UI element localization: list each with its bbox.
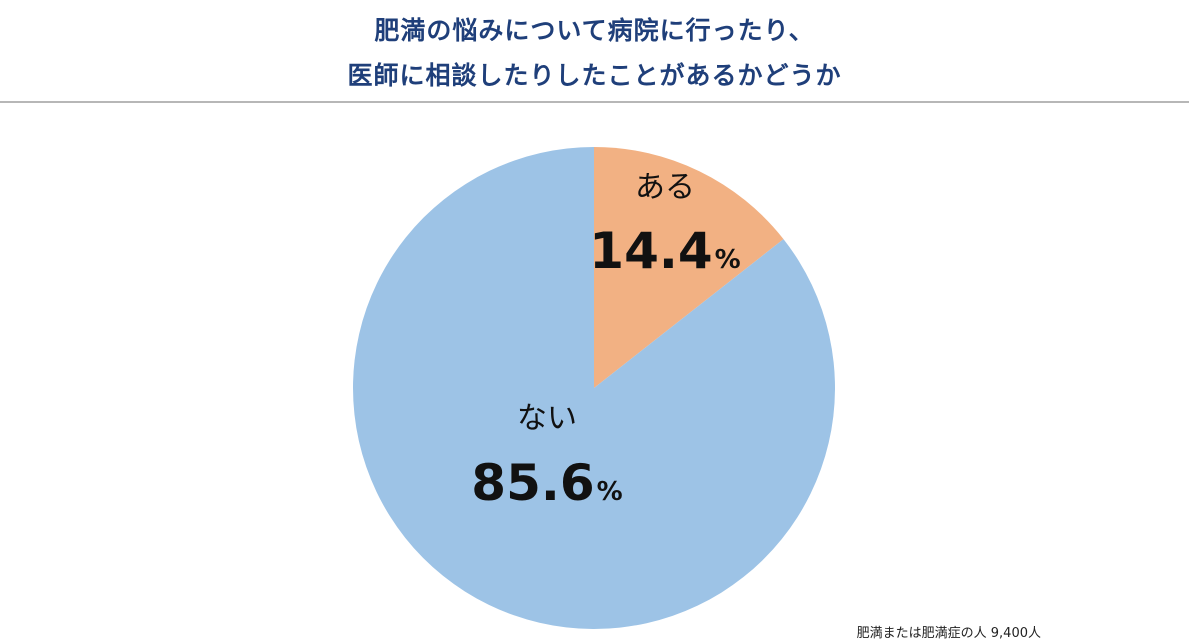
slice-label-no: ない [517,401,577,436]
slice-label-yes: ある [635,170,695,205]
chart-title-line1: 肥満の悩みについて病院に行ったり、 [374,16,815,45]
slice-value-no: 85.6% [471,454,622,512]
chart-title-line2: 医師に相談したりしたことがあるかどうか [347,61,842,90]
chart-title: 肥満の悩みについて病院に行ったり、 医師に相談したりしたことがあるかどうか [0,8,1189,98]
pie-slice-yes [594,147,784,388]
sample-note: 肥満または肥満症の人 9,400人 [856,626,1041,641]
pie-slice-no [352,147,835,630]
slice-value-yes: 14.4% [589,222,740,280]
title-divider [0,101,1189,103]
